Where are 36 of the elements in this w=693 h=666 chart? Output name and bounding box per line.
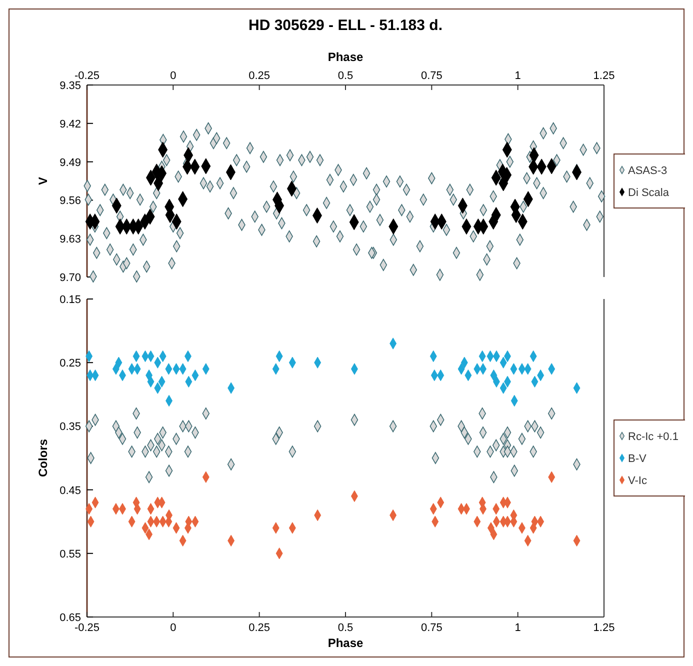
y-tick-label: 0.45 <box>60 484 81 497</box>
y-tick-label: 9.42 <box>60 118 81 130</box>
x-tick-label: 1 <box>514 70 521 82</box>
x-tick-label: 1.25 <box>593 70 615 82</box>
y-tick-label: 9.63 <box>60 234 81 246</box>
x-axis-title: Phase <box>328 50 364 64</box>
x-tick-label: -0.25 <box>74 622 100 634</box>
y-tick-label: 9.70 <box>60 272 81 284</box>
y-tick-label: 0.35 <box>60 421 81 434</box>
legend-label: B-V <box>628 453 647 465</box>
y-tick-label: 0.55 <box>60 548 81 560</box>
y-tick-label: 9.56 <box>60 195 81 208</box>
x-tick-label: 0.25 <box>248 70 270 82</box>
x-tick-label: 1.25 <box>593 622 615 634</box>
legend-label: ASAS-3 <box>628 165 668 177</box>
y-tick-label: 9.35 <box>60 80 81 92</box>
x-tick-label: 0.75 <box>420 70 442 82</box>
x-tick-label: 0.75 <box>420 622 442 634</box>
chart-title: HD 305629 - ELL - 51.183 d. <box>248 17 442 34</box>
y-tick-label: 9.49 <box>60 156 81 169</box>
y-tick-label: 0.25 <box>60 358 81 370</box>
x-tick-label: 0.5 <box>338 622 354 634</box>
y-tick-label: 0.15 <box>60 294 81 306</box>
x-tick-label: -0.25 <box>74 70 100 82</box>
x-tick-label: 1 <box>514 622 521 634</box>
x-tick-label: 0 <box>170 622 176 634</box>
x-tick-label: 0.25 <box>248 622 270 634</box>
legend-label: V-Ic <box>628 475 648 487</box>
y-tick-label: 0.65 <box>60 612 81 624</box>
y-axis-title: V <box>36 176 50 186</box>
y-axis-title: Colors <box>36 438 50 478</box>
legend-label: Di Scala <box>628 187 670 199</box>
x-tick-label: 0.5 <box>338 70 354 82</box>
x-tick-label: 0 <box>170 70 176 82</box>
x-axis-title: Phase <box>328 636 364 650</box>
legend-label: Rc-Ic +0.1 <box>628 431 678 443</box>
